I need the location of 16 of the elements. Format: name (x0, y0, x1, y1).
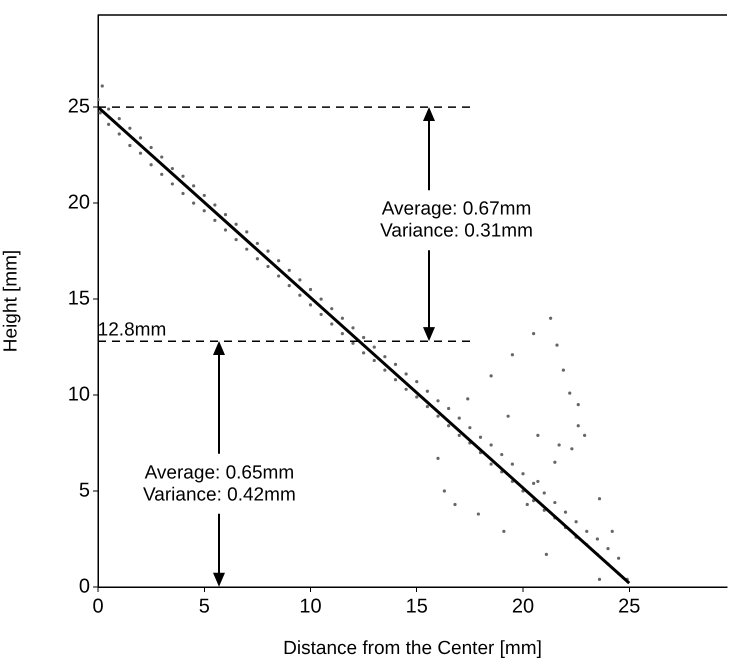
annotation: Average: 0.65mm Variance: 0.42mm (143, 462, 296, 506)
y-tick-label: 0 (78, 576, 90, 598)
y-tick-label: 10 (68, 384, 90, 406)
x-tick-label: 5 (198, 596, 210, 618)
y-tick-label: 5 (78, 480, 90, 502)
annotation: 12.8mm (98, 319, 166, 340)
x-axis-title: Distance from the Center [mm] (283, 638, 542, 659)
x-tick-label: 25 (618, 596, 640, 618)
x-tick-label: 20 (512, 596, 534, 618)
y-axis-title: Height [mm] (0, 250, 22, 352)
y-tick-label: 15 (68, 288, 90, 310)
annotation: Average: 0.67mm Variance: 0.31mm (380, 198, 533, 242)
y-tick-label: 25 (68, 96, 90, 118)
x-tick-label: 15 (406, 596, 428, 618)
x-tick-label: 10 (299, 596, 322, 618)
y-tick-label: 20 (68, 192, 90, 214)
